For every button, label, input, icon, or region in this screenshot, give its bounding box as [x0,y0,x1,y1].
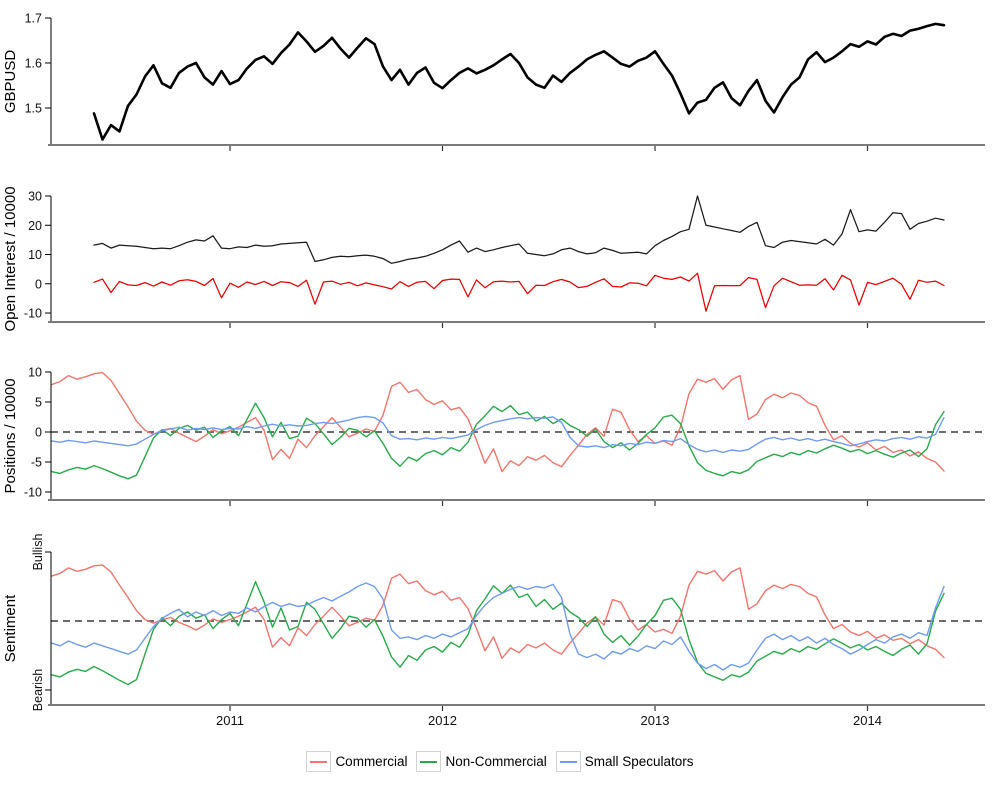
open_interest-y-tick-label: 30 [28,190,42,204]
sentiment-y-tick-label: Bearish [31,669,45,711]
price-y-tick-label: 1.5 [25,102,42,116]
open_interest-y-tick-label: -10 [24,307,42,321]
positions-commercial-line [50,371,945,473]
legend-label-small-speculators: Small Speculators [584,754,694,769]
legend-label-commercial: Commercial [335,754,408,769]
legend-label-noncommercial: Non-Commercial [445,754,547,769]
commercial-swatch [306,751,332,772]
sentiment-y-tick-label: Bullish [31,534,45,571]
sentiment-sentiment_noncommercial-line [50,581,945,686]
open_interest-oi_total-line [93,195,945,264]
positions-y-tick-label: -5 [31,456,42,470]
price-axis-title: GBPUSD [2,50,19,114]
price-y-tick-label: 1.7 [25,12,42,26]
sentiment-sentiment_small_speculators-line [50,582,945,671]
small-speculators-swatch-line [559,760,577,763]
noncommercial-swatch [416,751,442,772]
price-gbpusd-line [92,22,946,141]
positions-y-tick-label: -10 [24,486,42,500]
open_interest-oi_change-line [93,272,945,312]
x-tick-label-2011: 2011 [216,713,244,728]
open_interest-axis-title: Open Interest / 10000 [2,186,19,331]
x-tick-label-2012: 2012 [428,713,457,728]
sentiment-panel: Bullish Bearish Sentiment 2011 2012 2013 2014 [2,534,985,728]
legend: Commercial Non-Commercial Small Speculat… [0,751,1000,772]
positions-y-tick-label: 5 [35,396,42,410]
legend-item-small-speculators: Small Speculators [555,751,694,772]
x-tick-label-2014: 2014 [853,713,882,728]
positions-noncommercial-line [50,402,945,480]
open_interest-y-tick-label: 20 [28,219,42,233]
small-speculators-swatch [555,751,581,772]
noncommercial-swatch-line [420,760,438,763]
legend-item-noncommercial: Non-Commercial [416,751,547,772]
open_interest-y-tick-label: 0 [35,277,42,291]
price-panel: 1.5 1.6 1.7 GBPUSD [2,12,985,151]
open_interest-y-tick-label: 10 [28,248,42,262]
price-y-tick-label: 1.6 [25,57,42,71]
open_interest-panel: -10 0 10 20 30 Open Interest / 10000 [2,186,985,332]
positions-small_speculators-line [50,415,945,454]
positions-y-tick-label: 10 [28,366,42,380]
sentiment-axis-title: Sentiment [2,594,19,662]
commercial-swatch-line [310,760,328,763]
x-tick-label-2013: 2013 [641,713,670,728]
positions-y-tick-label: 0 [35,426,42,440]
cot-chart-svg: 1.5 1.6 1.7 GBPUSD -10 0 10 20 30 Open Interest /… [2,12,985,728]
positions-axis-title: Positions / 10000 [2,378,19,493]
legend-item-commercial: Commercial [306,751,407,772]
positions-panel: -10 -5 0 5 10 Positions / 10000 [2,366,985,506]
sentiment-sentiment_commercial-line [50,564,945,659]
